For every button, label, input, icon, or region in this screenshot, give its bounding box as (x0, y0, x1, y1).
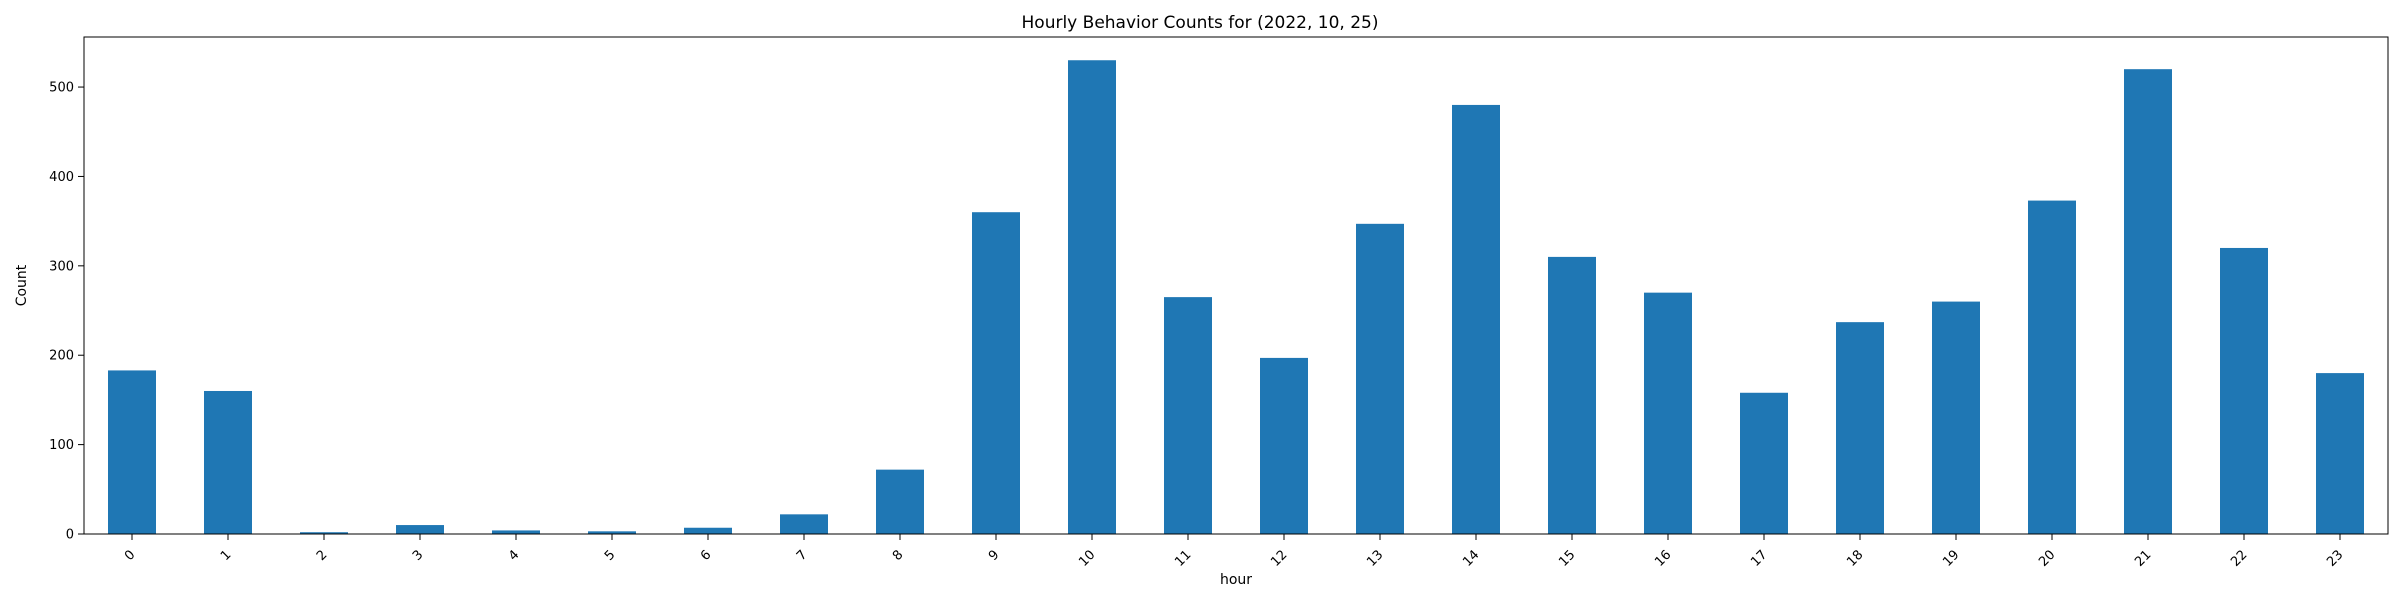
bar-hour-0 (108, 370, 156, 534)
x-axis-label: hour (1220, 572, 1252, 588)
bar-hour-7 (780, 514, 828, 534)
bar-hour-15 (1548, 256, 1596, 534)
x-tick-label: 23 (2324, 548, 2346, 570)
y-tick-label: 200 (49, 349, 74, 364)
x-axis: 0 1 2 3 4 5 6 7 8 9 10 11 12 13 14 15 16 17 18 19 20 21 22 23 (122, 534, 2346, 570)
bar-hour-17 (1740, 392, 1788, 534)
bar-hour-4 (492, 530, 540, 534)
x-tick-label: 13 (1364, 548, 1386, 570)
x-tick-label: 18 (1844, 548, 1866, 570)
x-tick-label: 11 (1172, 548, 1194, 570)
bar-hour-5 (588, 531, 636, 534)
bar-hour-18 (1836, 322, 1884, 534)
y-tick-label: 400 (49, 170, 74, 185)
x-tick-label: 0 (122, 548, 138, 564)
x-tick-label: 8 (890, 548, 906, 564)
bar-hour-10 (1068, 60, 1116, 535)
bar-hour-21 (2124, 69, 2172, 534)
x-tick-label: 20 (2036, 548, 2058, 570)
bar-hour-6 (684, 527, 732, 534)
x-tick-label: 1 (218, 548, 234, 564)
bar-hour-14 (1452, 104, 1500, 535)
x-tick-label: 15 (1556, 548, 1578, 570)
bar-hour-11 (1164, 297, 1212, 534)
x-tick-label: 7 (794, 548, 810, 564)
chart-title: Hourly Behavior Counts for (2022, 10, 25… (1022, 13, 1379, 33)
x-tick-label: 14 (1460, 548, 1482, 570)
x-tick-label: 21 (2132, 548, 2154, 570)
bar-hour-9 (972, 212, 1020, 535)
plot-frame (83, 36, 2389, 535)
bars (108, 60, 2364, 535)
bar-hour-23 (2316, 373, 2364, 534)
x-tick-label: 6 (698, 548, 714, 564)
bar-hour-1 (204, 390, 252, 534)
x-tick-label: 12 (1268, 548, 1290, 570)
y-tick-label: 300 (49, 259, 74, 274)
bar-hour-19 (1932, 301, 1980, 534)
bar-hour-20 (2028, 200, 2076, 534)
x-tick-label: 3 (410, 548, 426, 564)
y-tick-label: 100 (49, 438, 74, 453)
y-axis: 0 100 200 300 400 500 (49, 81, 84, 543)
x-tick-label: 5 (602, 548, 618, 564)
x-tick-label: 22 (2228, 548, 2250, 570)
x-tick-label: 4 (506, 548, 522, 564)
bar-hour-13 (1356, 223, 1404, 534)
bar-hour-8 (876, 469, 924, 534)
x-tick-label: 17 (1748, 548, 1770, 570)
x-tick-label: 19 (1940, 548, 1962, 570)
y-axis-label: Count (14, 264, 30, 306)
x-tick-label: 10 (1076, 548, 1098, 570)
bar-hour-22 (2220, 247, 2268, 534)
x-tick-label: 2 (314, 548, 330, 564)
y-tick-label: 500 (49, 81, 74, 96)
x-tick-label: 16 (1652, 548, 1674, 570)
y-tick-label: 0 (66, 528, 74, 543)
bar-hour-3 (396, 525, 444, 534)
bar-hour-2 (300, 532, 348, 534)
bar-hour-12 (1260, 357, 1308, 534)
bar-hour-16 (1644, 292, 1692, 534)
x-tick-label: 9 (986, 548, 1002, 564)
